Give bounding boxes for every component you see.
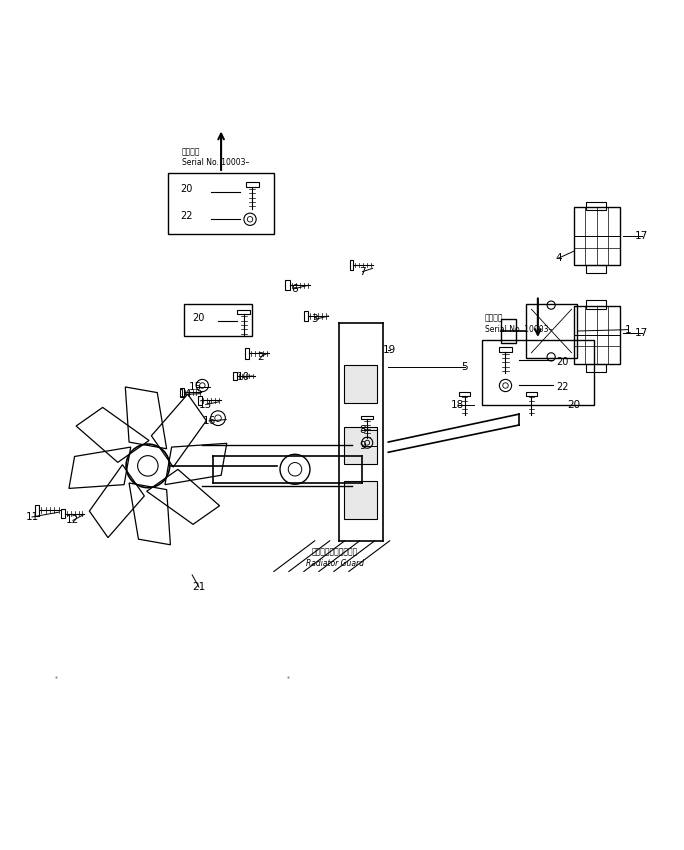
Bar xyxy=(586,364,606,371)
Text: 19: 19 xyxy=(383,345,396,355)
Bar xyxy=(586,300,606,309)
Text: 22: 22 xyxy=(557,382,569,392)
Text: 14: 14 xyxy=(179,389,192,400)
Text: 9: 9 xyxy=(359,441,366,451)
Text: Serial No. 10003–: Serial No. 10003– xyxy=(182,158,249,167)
Text: Serial No. 10003–: Serial No. 10003– xyxy=(485,325,553,334)
Text: 1: 1 xyxy=(624,325,631,335)
Text: 12: 12 xyxy=(66,515,79,525)
Bar xyxy=(574,207,620,265)
Bar xyxy=(168,173,274,235)
Text: 8: 8 xyxy=(359,426,366,435)
Text: 17: 17 xyxy=(635,230,648,241)
Bar xyxy=(526,303,577,358)
Text: Radiator Guard: Radiator Guard xyxy=(306,559,364,568)
Text: 20: 20 xyxy=(192,314,205,324)
Bar xyxy=(482,340,594,405)
Text: 21: 21 xyxy=(192,582,206,592)
Bar xyxy=(501,319,516,343)
Text: 4: 4 xyxy=(555,253,562,264)
Text: 適用号機: 適用号機 xyxy=(485,314,503,323)
Text: 6: 6 xyxy=(291,284,298,294)
Text: 20: 20 xyxy=(557,357,569,367)
Text: 15: 15 xyxy=(189,382,202,392)
Bar xyxy=(184,303,252,337)
Text: 22: 22 xyxy=(181,212,193,221)
Bar xyxy=(586,201,606,210)
Bar xyxy=(586,265,606,273)
Bar xyxy=(574,306,620,364)
Text: 7: 7 xyxy=(359,267,366,277)
Text: 20: 20 xyxy=(567,400,580,410)
Text: 20: 20 xyxy=(181,184,193,194)
Text: 10: 10 xyxy=(237,372,250,382)
Text: 3: 3 xyxy=(311,314,318,325)
Text: 17: 17 xyxy=(635,328,648,338)
Bar xyxy=(344,481,378,518)
Text: 16: 16 xyxy=(202,416,215,426)
Text: 13: 13 xyxy=(199,400,212,410)
Text: 2: 2 xyxy=(257,352,263,362)
Text: 18: 18 xyxy=(451,400,464,410)
Text: 5: 5 xyxy=(461,362,468,372)
Text: 11: 11 xyxy=(25,512,39,522)
Bar xyxy=(344,427,378,464)
Bar xyxy=(344,366,378,403)
Text: ラジエータガードミニ: ラジエータガードミニ xyxy=(312,547,358,557)
Text: 適用号機: 適用号機 xyxy=(182,147,200,156)
